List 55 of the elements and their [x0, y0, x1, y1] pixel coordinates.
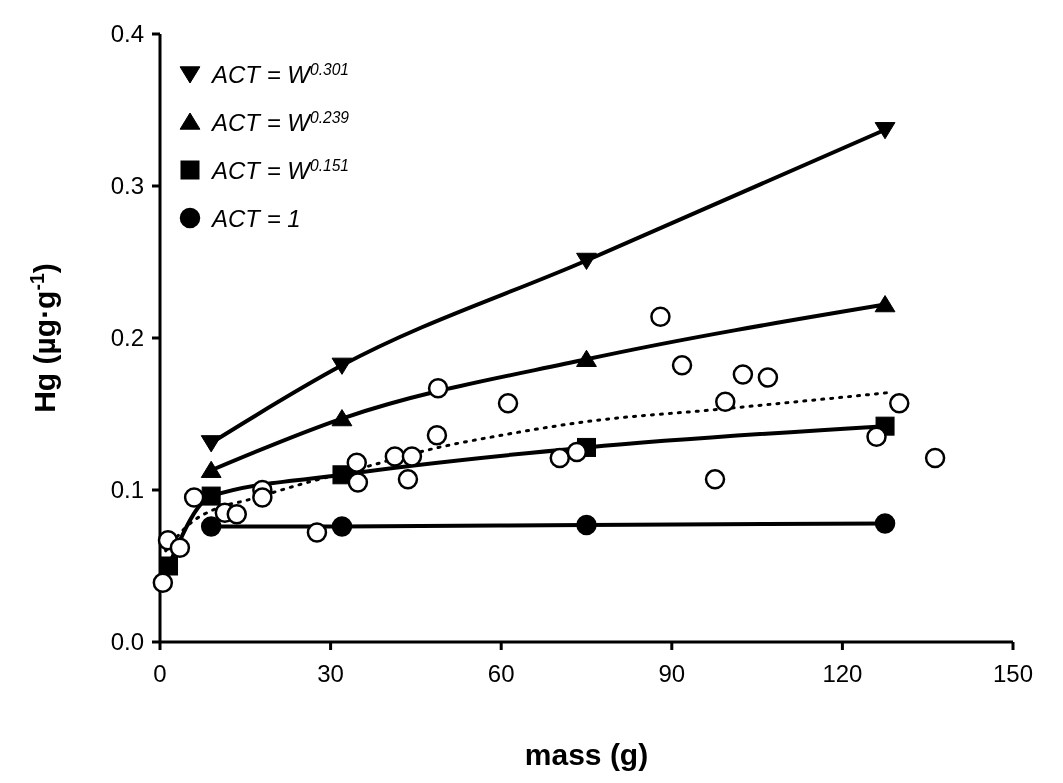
point	[331, 516, 353, 537]
point	[576, 252, 597, 270]
point	[757, 367, 779, 388]
y-tick-label: 0.3	[110, 172, 144, 199]
point	[874, 122, 896, 140]
point	[426, 425, 448, 446]
point	[889, 393, 910, 414]
x-tick-label: 60	[487, 660, 515, 687]
y-tick-label: 0.2	[110, 324, 144, 351]
point	[200, 516, 222, 537]
legend-label: ACT = W$^{0.239}$	[210, 108, 350, 136]
point	[331, 357, 353, 375]
point	[549, 447, 571, 469]
point	[874, 513, 896, 534]
point	[566, 441, 588, 463]
point	[576, 514, 597, 536]
legend-label: ACT = 1	[210, 205, 301, 232]
x-tick-label: 150	[992, 660, 1034, 687]
point	[152, 572, 174, 593]
point	[252, 487, 273, 508]
point	[201, 486, 221, 506]
point	[397, 469, 419, 490]
x-axis-title: mass (g)	[524, 738, 649, 771]
point	[924, 447, 946, 469]
point	[866, 426, 887, 448]
point	[732, 364, 754, 385]
point	[200, 460, 222, 478]
point	[159, 556, 179, 576]
point	[427, 377, 449, 399]
x-tick-label: 0	[153, 660, 167, 687]
point	[497, 393, 519, 414]
y-tick-label: 0.1	[110, 476, 144, 503]
point	[401, 446, 423, 467]
point	[650, 306, 671, 327]
point	[200, 435, 222, 453]
x-tick-label: 30	[317, 660, 344, 687]
point	[226, 504, 248, 525]
point	[346, 452, 368, 473]
point	[874, 295, 896, 313]
point	[183, 487, 205, 508]
legend-label: ACT = W$^{0.301}$	[210, 60, 350, 88]
y-tick-label: 0.4	[110, 20, 144, 47]
point	[306, 522, 328, 543]
point	[576, 349, 597, 367]
point	[704, 469, 726, 490]
x-tick-label: 120	[822, 660, 863, 687]
point	[671, 355, 693, 376]
point	[169, 537, 191, 559]
y-tick-label: 0.0	[110, 628, 144, 655]
point	[347, 472, 369, 493]
legend-label: ACT = W$^{0.151}$	[210, 156, 350, 184]
x-tick-label: 90	[658, 660, 686, 687]
point	[715, 391, 736, 413]
point	[331, 409, 353, 427]
point	[384, 446, 406, 467]
